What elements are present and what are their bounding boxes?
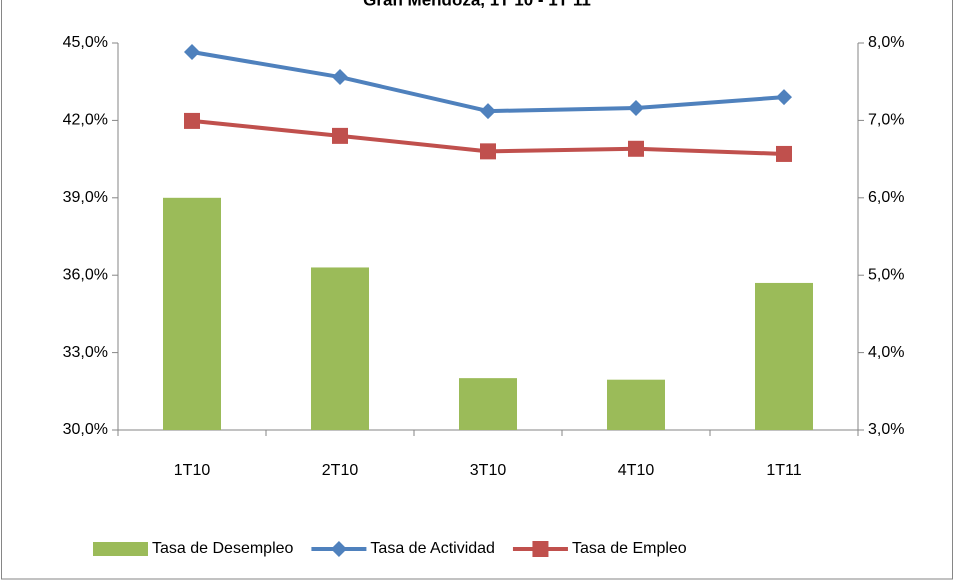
- marker: [628, 140, 644, 157]
- x-tick-label: 3T10: [470, 462, 507, 479]
- legend-label: Tasa de Desempleo: [152, 540, 294, 557]
- y-tick-label: 45,0%: [63, 34, 108, 51]
- bar: [755, 282, 813, 430]
- bar: [607, 379, 665, 430]
- marker: [480, 103, 496, 120]
- bar: [459, 378, 517, 430]
- marker: [184, 44, 200, 61]
- y-tick-label: 33,0%: [63, 344, 108, 361]
- marker: [628, 100, 644, 117]
- x-tick-label: 2T10: [322, 462, 359, 479]
- x-tick-label: 4T10: [618, 462, 655, 479]
- x-tick-label: 1T11: [766, 462, 801, 479]
- legend-label: Tasa de Actividad: [370, 540, 495, 557]
- marker: [184, 112, 200, 129]
- bar: [311, 267, 369, 430]
- y2-tick-label: 3,0%: [868, 421, 904, 438]
- legend-marker: [532, 541, 549, 557]
- marker: [332, 127, 348, 144]
- y2-tick-label: 8,0%: [868, 34, 904, 51]
- y2-tick-label: 5,0%: [868, 266, 904, 283]
- y-tick-label: 42,0%: [63, 112, 108, 129]
- y2-tick-label: 7,0%: [868, 112, 904, 129]
- marker: [480, 143, 496, 160]
- x-tick-label: 1T10: [174, 462, 211, 479]
- legend-swatch: [93, 542, 148, 556]
- y-tick-label: 30,0%: [63, 421, 108, 438]
- chart-title: Gran Mendoza, 1T 10 - 1T 11: [363, 0, 591, 9]
- marker: [776, 89, 792, 106]
- y-tick-label: 39,0%: [63, 189, 108, 206]
- y-tick-label: 36,0%: [63, 266, 108, 283]
- y2-tick-label: 4,0%: [868, 344, 904, 361]
- legend-label: Tasa de Empleo: [572, 540, 687, 557]
- y2-tick-label: 6,0%: [868, 189, 904, 206]
- bar: [163, 197, 221, 430]
- marker: [332, 69, 348, 86]
- legend-marker: [330, 541, 347, 557]
- marker: [776, 145, 792, 162]
